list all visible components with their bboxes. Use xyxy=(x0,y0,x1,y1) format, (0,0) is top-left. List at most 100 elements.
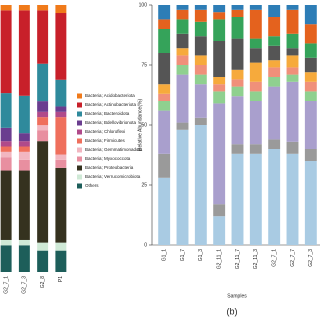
bar-segment xyxy=(55,242,67,251)
bar-segment xyxy=(249,48,262,63)
bar-segment xyxy=(304,91,317,101)
bar-segment xyxy=(55,79,67,107)
bar-segment xyxy=(194,84,207,118)
bar-segment xyxy=(194,9,207,22)
bar-segment xyxy=(304,149,317,161)
bar-segment xyxy=(268,86,281,140)
bar-segment xyxy=(0,170,12,240)
bar-segment xyxy=(304,72,317,82)
bar-segment xyxy=(0,151,12,158)
legend-swatch xyxy=(77,156,82,162)
x-tick-label: G1_7 xyxy=(180,249,186,261)
legend-swatch xyxy=(77,111,82,117)
bar-segment xyxy=(304,101,317,149)
bar-segment xyxy=(213,12,226,20)
bar-segment xyxy=(55,106,67,112)
bar-segment xyxy=(158,177,171,245)
bar-segment xyxy=(37,125,49,131)
bar-segment xyxy=(0,239,12,246)
bar-segment xyxy=(249,91,262,101)
bar-segment xyxy=(286,74,299,82)
bar-segment xyxy=(249,9,262,39)
bar-segment xyxy=(231,153,244,245)
bar-segment xyxy=(231,9,244,17)
legend-swatch xyxy=(77,138,82,144)
bar-segment xyxy=(286,55,299,68)
bar-segment xyxy=(158,53,171,85)
bar-segment xyxy=(231,38,244,70)
x-tick-label: G2_7_3 xyxy=(308,249,314,267)
bar-segment xyxy=(268,67,281,77)
bar-segment xyxy=(0,245,12,272)
bar-segment xyxy=(286,81,299,142)
bar-segment xyxy=(268,45,281,61)
bar-segment xyxy=(158,5,171,20)
bar-segment xyxy=(176,5,189,10)
legend-swatch xyxy=(77,120,82,126)
bar-segment xyxy=(37,10,49,64)
bar-segment xyxy=(18,10,30,96)
bar-segment xyxy=(37,101,49,112)
legend-label: Bacteria; Gemmatimonadota xyxy=(85,147,143,152)
bar-segment xyxy=(37,111,49,118)
bar-segment xyxy=(0,127,12,142)
bar-segment xyxy=(249,38,262,49)
bar-segment xyxy=(213,41,226,77)
x-tick-label: G2_7_7 xyxy=(290,249,296,267)
bar-segment xyxy=(194,21,207,37)
x-tick-label: P1 xyxy=(58,276,64,282)
bar-segment xyxy=(213,204,226,217)
legend-swatch xyxy=(77,174,82,180)
legend-label: Bacteria; Chloroflexi xyxy=(85,129,125,134)
bar-segment xyxy=(18,170,30,240)
bar-segment xyxy=(55,154,67,160)
bar-segment xyxy=(268,36,281,46)
x-tick-label: G2_7_1 xyxy=(271,249,277,267)
bar-segment xyxy=(0,146,12,152)
bar-segment xyxy=(249,101,262,145)
bar-segment xyxy=(18,151,30,160)
bar-segment xyxy=(37,5,49,11)
bar-segment xyxy=(249,153,262,245)
legend-swatch xyxy=(77,93,82,99)
bar-segment xyxy=(268,149,281,245)
bar-segment xyxy=(18,245,30,272)
bar-segment xyxy=(286,9,299,34)
bar-segment xyxy=(231,69,244,80)
legend-swatch xyxy=(77,102,82,108)
legend-label: Bacteria; Verrucomicrobiota xyxy=(85,174,141,179)
y-tick-label: 100 xyxy=(139,2,148,8)
bar-segment xyxy=(55,117,67,155)
bar-segment xyxy=(37,117,49,126)
legend-swatch xyxy=(77,147,82,153)
bar-segment xyxy=(286,33,299,49)
bar-segment xyxy=(249,81,262,92)
bar-segment xyxy=(304,5,317,25)
legend-label: Bacteria; Bacteroidota xyxy=(85,111,130,116)
bar-segment xyxy=(176,129,189,245)
legend-label: Bacteria; Acidobacteriota xyxy=(85,93,135,98)
bar-segment xyxy=(176,74,189,123)
bar-segment xyxy=(18,95,30,134)
x-tick-label: G2_7_1 xyxy=(3,276,9,294)
y-tick-label: 75 xyxy=(141,62,147,68)
bar-segment xyxy=(286,141,299,154)
bar-segment xyxy=(18,159,30,171)
bar-segment xyxy=(249,5,262,10)
bar-segment xyxy=(194,74,207,85)
bar-segment xyxy=(249,62,262,82)
bar-segment xyxy=(176,33,189,49)
bar-segment xyxy=(304,57,317,73)
bar-segment xyxy=(268,139,281,149)
bar-segment xyxy=(286,67,299,75)
x-tick-label: G1_1 xyxy=(161,249,167,261)
bar-segment xyxy=(176,65,189,75)
bar-segment xyxy=(0,141,12,147)
legend-label: Others xyxy=(85,183,99,188)
bar-segment xyxy=(176,55,189,65)
bar-segment xyxy=(304,161,317,245)
bar-segment xyxy=(55,13,67,80)
bar-segment xyxy=(194,5,207,10)
bar-segment xyxy=(286,48,299,56)
x-axis-label: Samples xyxy=(227,293,247,299)
